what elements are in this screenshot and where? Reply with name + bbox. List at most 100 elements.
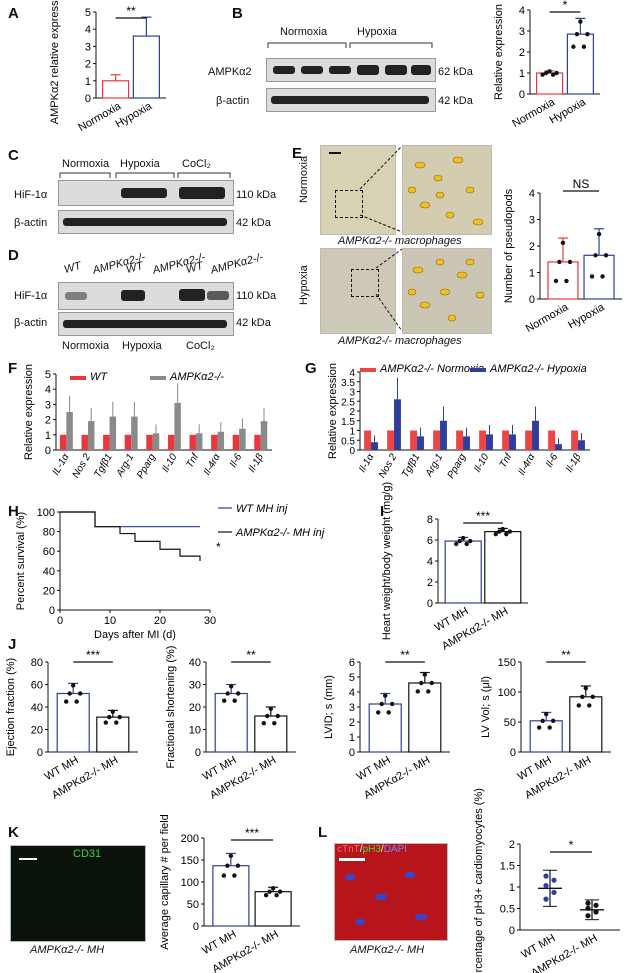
y-axis-label: LV Vol; s (μl): [480, 676, 492, 738]
d-wt-1: WT: [62, 259, 83, 277]
y-tick-label: 3: [45, 399, 51, 411]
d-cocl2-label: CoCl₂: [186, 340, 215, 352]
y-tick-label: 0: [37, 747, 43, 759]
x-tick-label: Il-4rα: [516, 452, 537, 478]
data-point: [419, 680, 424, 686]
data-point: [63, 699, 69, 704]
x-tick-label: Arg-1: [423, 452, 445, 480]
l-stain-dapi: DAPI: [383, 844, 408, 855]
e-micro-hypoxia-high: [402, 248, 492, 334]
significance-marker: **: [246, 648, 256, 662]
chart-h: 0 20 40 60 80 100 Percent survival (%) 0 10 20 30 D…: [15, 503, 325, 641]
d-kda-2: 42 kDa: [236, 317, 271, 329]
bar: [146, 434, 153, 450]
legend-label: WT: [90, 371, 108, 383]
y-tick-label: 0: [45, 445, 51, 457]
y-tick-label: 5: [85, 7, 91, 19]
x-tick-label: Il-1β: [564, 452, 583, 475]
y-tick-label: 0.5: [341, 436, 355, 447]
bar: [214, 692, 248, 753]
data-point: [225, 863, 230, 868]
legend-label: AMPKα2-/- Normoxia: [379, 363, 484, 375]
y-axis-label: Heart weight/body weight (mg/g): [381, 482, 393, 640]
x-tick-label: 20: [154, 615, 166, 627]
c-actin-blot: [58, 210, 234, 234]
y-tick-label: 0: [427, 598, 433, 610]
chart-k: 0 50 100 150 200 Average capillary # per fiel…: [159, 814, 300, 973]
panel-label-j: J: [8, 636, 17, 653]
panel-label-f: F: [8, 360, 18, 377]
data-point: [221, 873, 227, 878]
bar: [463, 436, 470, 450]
data-point: [543, 882, 549, 889]
y-tick-label: 0.5: [500, 904, 515, 916]
x-tick-label: Normoxia: [76, 100, 124, 134]
y-tick-label: 50: [504, 717, 516, 729]
y-tick-label: 20: [189, 702, 201, 714]
x-tick-label: Arg-1: [114, 452, 136, 480]
x-tick-label: Il-4rα: [202, 452, 223, 478]
bar: [87, 421, 95, 450]
y-tick-label: 2: [349, 407, 355, 418]
significance-marker: *: [216, 540, 221, 554]
y-tick-label: 2: [509, 839, 515, 851]
y-tick-label: 0: [195, 747, 201, 759]
e-row-hypoxia: Hypoxia: [298, 265, 310, 305]
survival-line: [60, 511, 201, 561]
data-point: [275, 713, 280, 719]
y-tick-label: 5: [45, 369, 51, 381]
data-point: [383, 693, 388, 698]
data-point: [603, 253, 609, 258]
y-tick-label: 80: [31, 657, 43, 669]
e-micro-hypoxia-low: [320, 248, 396, 334]
data-point: [551, 889, 557, 895]
significance-marker: ***: [476, 509, 490, 523]
data-point: [585, 905, 591, 911]
bar: [440, 420, 447, 450]
l-stain-ctnt: cTnT: [337, 844, 360, 855]
y-tick-label: 2: [45, 415, 51, 427]
bar: [254, 715, 288, 753]
data-point: [593, 909, 599, 915]
panel-label-l: L: [318, 824, 328, 841]
bar: [254, 434, 261, 450]
x-tick-label: Nos 2: [71, 452, 94, 481]
chart-g: 00.511.522.533.54 Relative expression Il-1…: [327, 363, 590, 481]
y-tick-label: 6: [427, 535, 433, 547]
y-tick-label: 2.5: [341, 397, 355, 408]
data-point: [493, 531, 498, 537]
data-point: [222, 698, 227, 703]
bar: [211, 434, 218, 450]
data-point: [537, 725, 542, 730]
data-point: [107, 714, 112, 720]
bar: [394, 399, 401, 450]
bar: [578, 440, 585, 450]
data-point: [551, 718, 556, 723]
significance-marker: **: [126, 4, 136, 18]
data-point: [225, 691, 230, 696]
c-protein-label: HiF-1α: [14, 189, 48, 201]
y-tick-label: 0: [193, 921, 199, 933]
x-tick-label: Il-6: [228, 452, 245, 470]
data-point: [593, 253, 598, 258]
data-point: [560, 240, 566, 246]
b-normoxia-label: Normoxia: [280, 26, 328, 38]
c-actin-label: β-actin: [14, 217, 48, 229]
y-tick-label: 20: [31, 725, 43, 737]
data-point: [272, 721, 277, 726]
x-tick-label: Hypoxia: [566, 301, 607, 332]
data-point: [574, 31, 580, 37]
y-tick-label: 50: [187, 899, 199, 911]
d-normoxia-label: Normoxia: [62, 340, 110, 352]
data-point: [564, 278, 569, 284]
y-tick-label: 1: [349, 427, 355, 438]
bar: [132, 35, 160, 99]
y-axis-label: Fractional shortening (%): [165, 646, 177, 769]
bar: [109, 416, 117, 450]
data-point: [117, 714, 123, 720]
y-tick-label: 0: [510, 747, 516, 759]
y-tick-label: 1.5: [500, 861, 515, 873]
y-tick-label: 0: [519, 89, 525, 101]
data-point: [590, 694, 595, 699]
